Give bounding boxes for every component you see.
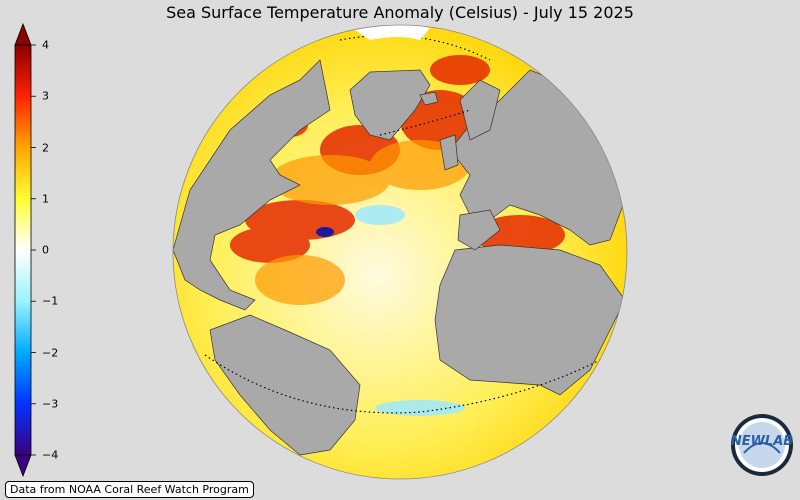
colorbar-tick-label: −2 bbox=[42, 346, 59, 359]
colorbar-tick-label: 2 bbox=[42, 141, 49, 154]
colorbar-tick-label: 3 bbox=[42, 89, 49, 103]
colorbar-tick-label: −1 bbox=[42, 294, 59, 308]
colorbar-bottom-arrow bbox=[14, 454, 32, 478]
colorbar-tick-label: 0 bbox=[42, 243, 49, 257]
colorbar-tick-label: 1 bbox=[42, 192, 49, 206]
colorbar bbox=[14, 22, 36, 478]
cool-anomaly-regions bbox=[352, 96, 465, 416]
data-source-label: Data from NOAA Coral Reef Watch Program bbox=[5, 481, 254, 498]
logo-text: NEWLAB bbox=[730, 434, 794, 449]
map-title: Sea Surface Temperature Anomaly (Celsius… bbox=[166, 3, 634, 22]
colorbar-tick-label: −3 bbox=[42, 397, 59, 411]
colorbar-tick-label: 4 bbox=[42, 38, 49, 52]
colorbar-tick-label: −4 bbox=[42, 448, 59, 462]
newlab-logo: NEWLAB bbox=[730, 413, 794, 477]
